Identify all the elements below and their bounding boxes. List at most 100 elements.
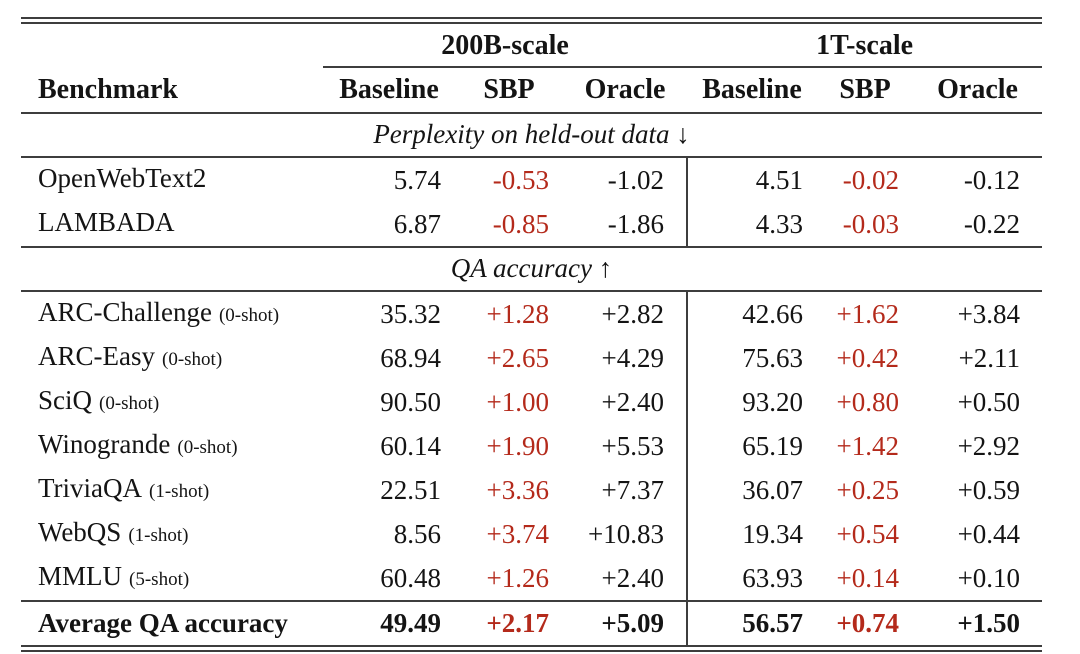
cell-sbp-1t: +0.80 — [836, 386, 900, 417]
cell-baseline-200b: 8.56 — [393, 518, 441, 549]
cell-oracle-200b: +7.37 — [601, 474, 665, 505]
table-row-openwebtext2: OpenWebText2 5.74 -0.53 -1.02 4.51 -0.02… — [21, 157, 1042, 202]
cell-oracle-200b: +4.29 — [601, 342, 665, 373]
group-label-1t: 1T-scale — [687, 24, 1043, 68]
table-row-arc-challenge: ARC-Challenge (0-shot) 35.32 +1.28 +2.82 … — [21, 291, 1042, 336]
cell-baseline-1t: 42.66 — [686, 291, 818, 336]
cell-baseline-1t: 19.34 — [686, 512, 818, 556]
column-header-row: Benchmark Baseline SBP Oracle Baseline S… — [21, 68, 1043, 114]
results-table-frame: 200B-scale 1T-scale Benchmark Baseline S… — [21, 17, 1043, 652]
cell-baseline-1t: 36.07 — [686, 468, 818, 512]
cell-baseline-200b: 5.74 — [393, 164, 441, 195]
cell-baseline-200b: 60.14 — [380, 430, 441, 461]
cell-sbp-1t: +0.54 — [836, 518, 900, 549]
cell-baseline-1t: 4.51 — [686, 157, 818, 202]
benchmark-results-table: 200B-scale 1T-scale Benchmark Baseline S… — [21, 24, 1043, 645]
group-label-200b: 200B-scale — [323, 24, 688, 68]
average-row-label: Average QA accuracy — [38, 608, 288, 638]
cell-baseline-1t: 63.93 — [686, 556, 818, 602]
cell-oracle-1t: +2.11 — [958, 342, 1021, 373]
cell-baseline-200b: 6.87 — [323, 202, 455, 248]
cell-sbp-1t: +0.14 — [817, 556, 914, 602]
cell-baseline-1t: 93.20 — [686, 380, 818, 424]
benchmark-column-header: Benchmark — [21, 68, 323, 114]
benchmark-name: Winogrande — [38, 429, 171, 459]
cell-baseline-200b: 90.50 — [380, 386, 441, 417]
cell-sbp-200b: +3.74 — [486, 518, 549, 549]
cell-baseline-200b: 60.48 — [323, 556, 455, 602]
table-row-triviaqa: TriviaQA (1-shot) 22.51 +3.36 +7.37 36.07… — [21, 468, 1042, 512]
benchmark-name: ARC-Easy — [38, 341, 155, 371]
benchmark-name: MMLU — [38, 561, 123, 591]
shot-label: (1-shot) — [128, 525, 189, 546]
benchmark-name: LAMBADA — [38, 207, 175, 237]
benchmark-name: TriviaQA — [38, 473, 143, 503]
cell-sbp-200b: +3.36 — [486, 474, 549, 505]
cell-sbp-1t: -0.02 — [842, 164, 900, 195]
cell-sbp-200b: +2.17 — [486, 608, 549, 638]
shot-label: (0-shot) — [162, 349, 223, 370]
cell-oracle-200b: +5.53 — [601, 430, 665, 461]
benchmark-name: OpenWebText2 — [38, 163, 207, 193]
cell-sbp-1t: -0.03 — [817, 202, 914, 248]
cell-baseline-1t: 75.63 — [686, 336, 818, 380]
cell-sbp-1t: +0.42 — [836, 342, 900, 373]
cell-sbp-200b: +1.90 — [486, 430, 549, 461]
cell-sbp-1t: +0.74 — [836, 608, 900, 638]
cell-sbp-200b: +2.65 — [486, 342, 549, 373]
cell-baseline-1t: 65.19 — [686, 424, 818, 468]
oracle-200b-header: Oracle — [563, 68, 688, 114]
baseline-1t-header: Baseline — [687, 68, 818, 114]
cell-sbp-200b: -0.85 — [455, 202, 563, 248]
shot-label: (1-shot) — [149, 481, 210, 502]
shot-label — [206, 171, 213, 192]
section-header-perplexity: Perplexity on held-out data ↓ — [21, 113, 1043, 158]
cell-oracle-1t: +0.10 — [913, 556, 1043, 602]
table-row-webqs: WebQS (1-shot) 8.56 +3.74 +10.83 19.34 +0… — [21, 512, 1042, 556]
cell-oracle-200b: +2.40 — [563, 556, 688, 602]
cell-oracle-200b: +2.40 — [601, 386, 665, 417]
cell-baseline-200b: 68.94 — [380, 342, 441, 373]
table-row-average-qa-accuracy: Average QA accuracy 49.49 +2.17 +5.09 56… — [21, 601, 1042, 645]
cell-baseline-1t: 4.33 — [686, 202, 818, 248]
cell-oracle-1t: -0.12 — [963, 164, 1021, 195]
sbp-200b-header: SBP — [455, 68, 563, 114]
cell-oracle-1t: -0.22 — [913, 202, 1043, 248]
table-row-winogrande: Winogrande (0-shot) 60.14 +1.90 +5.53 65.… — [21, 424, 1042, 468]
oracle-1t-header: Oracle — [913, 68, 1043, 114]
cell-oracle-1t: +1.50 — [957, 608, 1021, 638]
cell-oracle-1t: +2.92 — [957, 430, 1021, 461]
section-title-qa-accuracy: QA accuracy ↑ — [21, 247, 1043, 292]
cell-sbp-200b: +1.00 — [486, 386, 549, 417]
cell-oracle-200b: -1.02 — [607, 164, 665, 195]
benchmark-name: ARC-Challenge — [38, 297, 212, 327]
group-header-1t: 1T-scale — [687, 24, 1043, 68]
cell-baseline-200b: 35.32 — [380, 298, 441, 329]
cell-oracle-1t: +0.50 — [957, 386, 1021, 417]
table-row-arc-easy: ARC-Easy (0-shot) 68.94 +2.65 +4.29 75.63… — [21, 336, 1042, 380]
cell-sbp-200b: +1.28 — [486, 298, 549, 329]
cell-sbp-200b: +1.26 — [455, 556, 563, 602]
table-row-sciq: SciQ (0-shot) 90.50 +1.00 +2.40 93.20 +0.… — [21, 380, 1042, 424]
benchmark-name: WebQS — [38, 517, 122, 547]
cell-oracle-200b: +10.83 — [588, 518, 665, 549]
cell-sbp-1t: +1.62 — [836, 298, 900, 329]
shot-label: (0-shot) — [177, 437, 238, 458]
section-header-qa-accuracy: QA accuracy ↑ — [21, 247, 1043, 292]
sbp-1t-header: SBP — [817, 68, 914, 114]
section-title-perplexity: Perplexity on held-out data ↓ — [21, 113, 1043, 158]
cell-oracle-1t: +0.44 — [957, 518, 1021, 549]
shot-label — [175, 215, 182, 236]
cell-sbp-200b: -0.53 — [492, 164, 549, 195]
cell-baseline-200b: 49.49 — [380, 608, 441, 638]
table-row-mmlu: MMLU (5-shot) 60.48 +1.26 +2.40 63.93 +0.… — [21, 556, 1043, 602]
shot-label: (0-shot) — [218, 305, 280, 326]
cell-oracle-200b: +2.82 — [601, 298, 665, 329]
benchmark-name: SciQ — [38, 385, 92, 415]
cell-baseline-1t: 56.57 — [686, 601, 818, 645]
scale-group-header-row: 200B-scale 1T-scale — [21, 24, 1043, 68]
corner-empty-cell — [21, 24, 323, 68]
table-row-lambada: LAMBADA 6.87 -0.85 -1.86 4.33 -0.03 -0.2… — [21, 202, 1043, 248]
cell-oracle-1t: +0.59 — [957, 474, 1021, 505]
